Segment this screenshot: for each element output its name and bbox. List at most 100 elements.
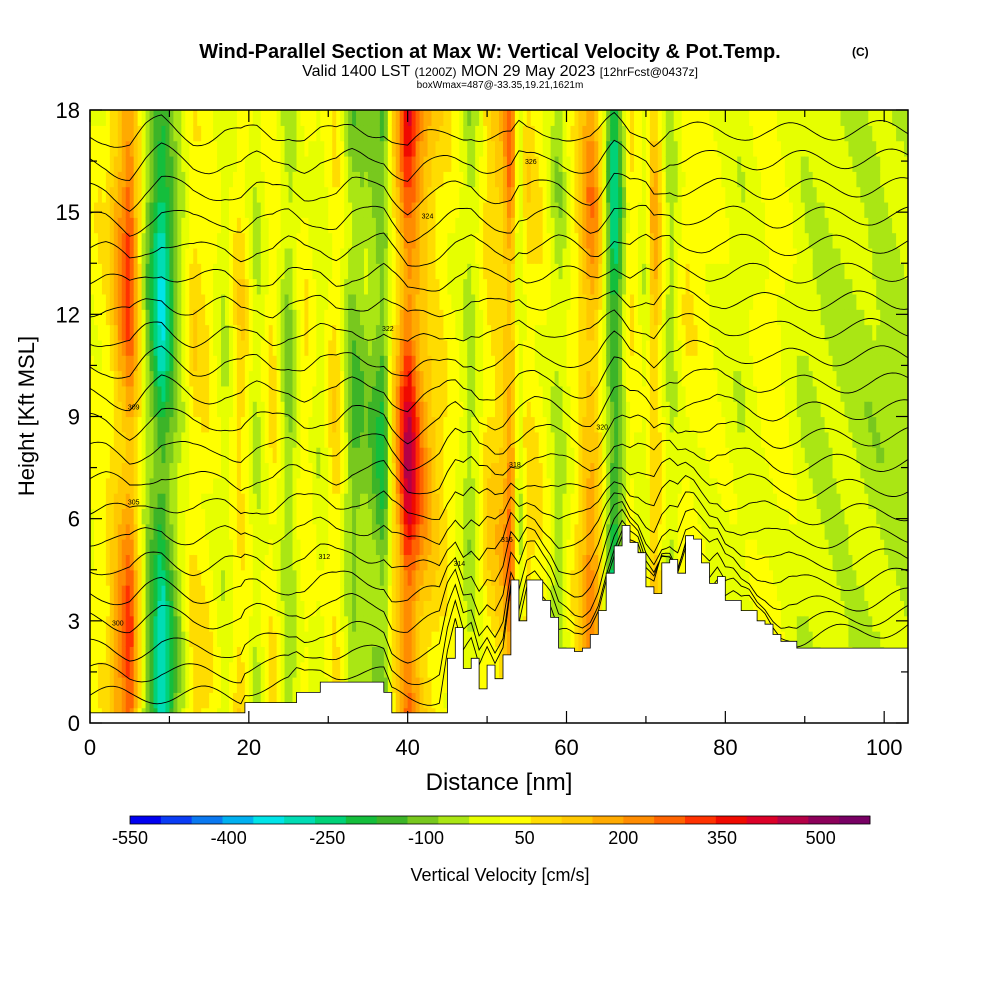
velocity-cell (256, 569, 262, 586)
velocity-cell (491, 201, 496, 218)
velocity-cell (324, 661, 329, 678)
velocity-cell (391, 370, 397, 387)
velocity-cell (379, 569, 385, 586)
velocity-cell (189, 416, 194, 433)
velocity-cell (121, 355, 127, 372)
velocity-cell (109, 355, 115, 372)
velocity-cell (296, 431, 302, 448)
velocity-cell (129, 585, 135, 601)
velocity-cell (280, 661, 286, 678)
velocity-cell (201, 217, 206, 234)
velocity-cell (201, 263, 206, 280)
velocity-cell (149, 477, 155, 494)
velocity-cell (546, 110, 552, 126)
velocity-cell (379, 661, 385, 678)
velocity-cell (423, 232, 429, 249)
velocity-cell (173, 370, 178, 387)
velocity-cell (300, 569, 306, 586)
velocity-cell (244, 554, 250, 571)
velocity-cell (387, 523, 393, 540)
velocity-cell (566, 569, 572, 586)
velocity-cell (90, 661, 95, 678)
velocity-cell (387, 569, 393, 586)
velocity-cell (439, 293, 445, 310)
velocity-cell (340, 554, 345, 571)
velocity-cell (395, 339, 401, 356)
velocity-cell (332, 171, 337, 188)
velocity-cell (526, 171, 532, 188)
velocity-cell (300, 110, 306, 126)
velocity-cell (387, 677, 393, 693)
velocity-cell (387, 370, 393, 387)
velocity-cell (228, 508, 234, 525)
velocity-cell (272, 171, 278, 188)
velocity-cell (340, 539, 345, 556)
velocity-cell (109, 462, 115, 479)
velocity-cell (431, 585, 437, 601)
velocity-cell (459, 293, 464, 310)
velocity-cell (395, 585, 401, 601)
velocity-cell (145, 447, 151, 464)
velocity-cell (495, 523, 500, 540)
velocity-cell (375, 324, 381, 341)
velocity-cell (502, 585, 508, 601)
velocity-cell (161, 631, 167, 647)
velocity-cell (296, 155, 302, 172)
velocity-cell (435, 401, 441, 418)
velocity-cell (217, 293, 222, 310)
velocity-cell (288, 186, 294, 203)
velocity-cell (181, 278, 186, 295)
velocity-cell (304, 309, 309, 326)
velocity-cell (312, 355, 317, 372)
velocity-cell (522, 569, 528, 586)
velocity-cell (117, 615, 123, 632)
velocity-cell (217, 324, 222, 341)
velocity-cell (463, 247, 468, 264)
velocity-cell (105, 600, 111, 617)
velocity-cell (284, 171, 290, 188)
velocity-cell (383, 661, 389, 678)
velocity-cell (320, 186, 325, 203)
velocity-cell (149, 355, 155, 372)
velocity-cell (566, 110, 572, 111)
velocity-cell (415, 600, 421, 617)
velocity-cell (356, 631, 361, 647)
velocity-cell (197, 462, 202, 479)
velocity-cell (300, 447, 306, 464)
velocity-cell (495, 661, 500, 678)
velocity-cell (284, 110, 290, 111)
velocity-cell (276, 140, 282, 157)
velocity-cell (129, 355, 135, 372)
velocity-cell (268, 201, 274, 218)
velocity-cell (240, 646, 246, 663)
velocity-cell (137, 140, 143, 157)
velocity-cell (383, 462, 389, 479)
velocity-cell (125, 569, 131, 586)
velocity-cell (443, 416, 448, 433)
velocity-cell (534, 416, 540, 433)
velocity-cell (113, 523, 119, 540)
velocity-cell (209, 263, 214, 280)
velocity-cell (455, 263, 460, 280)
velocity-cell (125, 631, 131, 647)
velocity-cell (201, 171, 206, 188)
velocity-cell (499, 569, 504, 586)
velocity-cell (157, 309, 163, 326)
velocity-cell (550, 523, 556, 540)
velocity-cell (403, 585, 409, 601)
velocity-cell (185, 416, 190, 433)
velocity-cell (197, 677, 202, 693)
velocity-cell (439, 554, 445, 571)
velocity-cell (236, 278, 242, 295)
velocity-cell (221, 355, 226, 372)
velocity-cell (467, 140, 472, 157)
velocity-cell (189, 631, 194, 647)
velocity-cell (538, 125, 544, 142)
velocity-cell (487, 263, 492, 280)
velocity-cell (435, 309, 441, 326)
velocity-cell (201, 646, 206, 663)
velocity-cell (284, 370, 290, 387)
velocity-cell (161, 600, 167, 617)
velocity-cell (423, 493, 429, 510)
velocity-cell (296, 462, 302, 479)
